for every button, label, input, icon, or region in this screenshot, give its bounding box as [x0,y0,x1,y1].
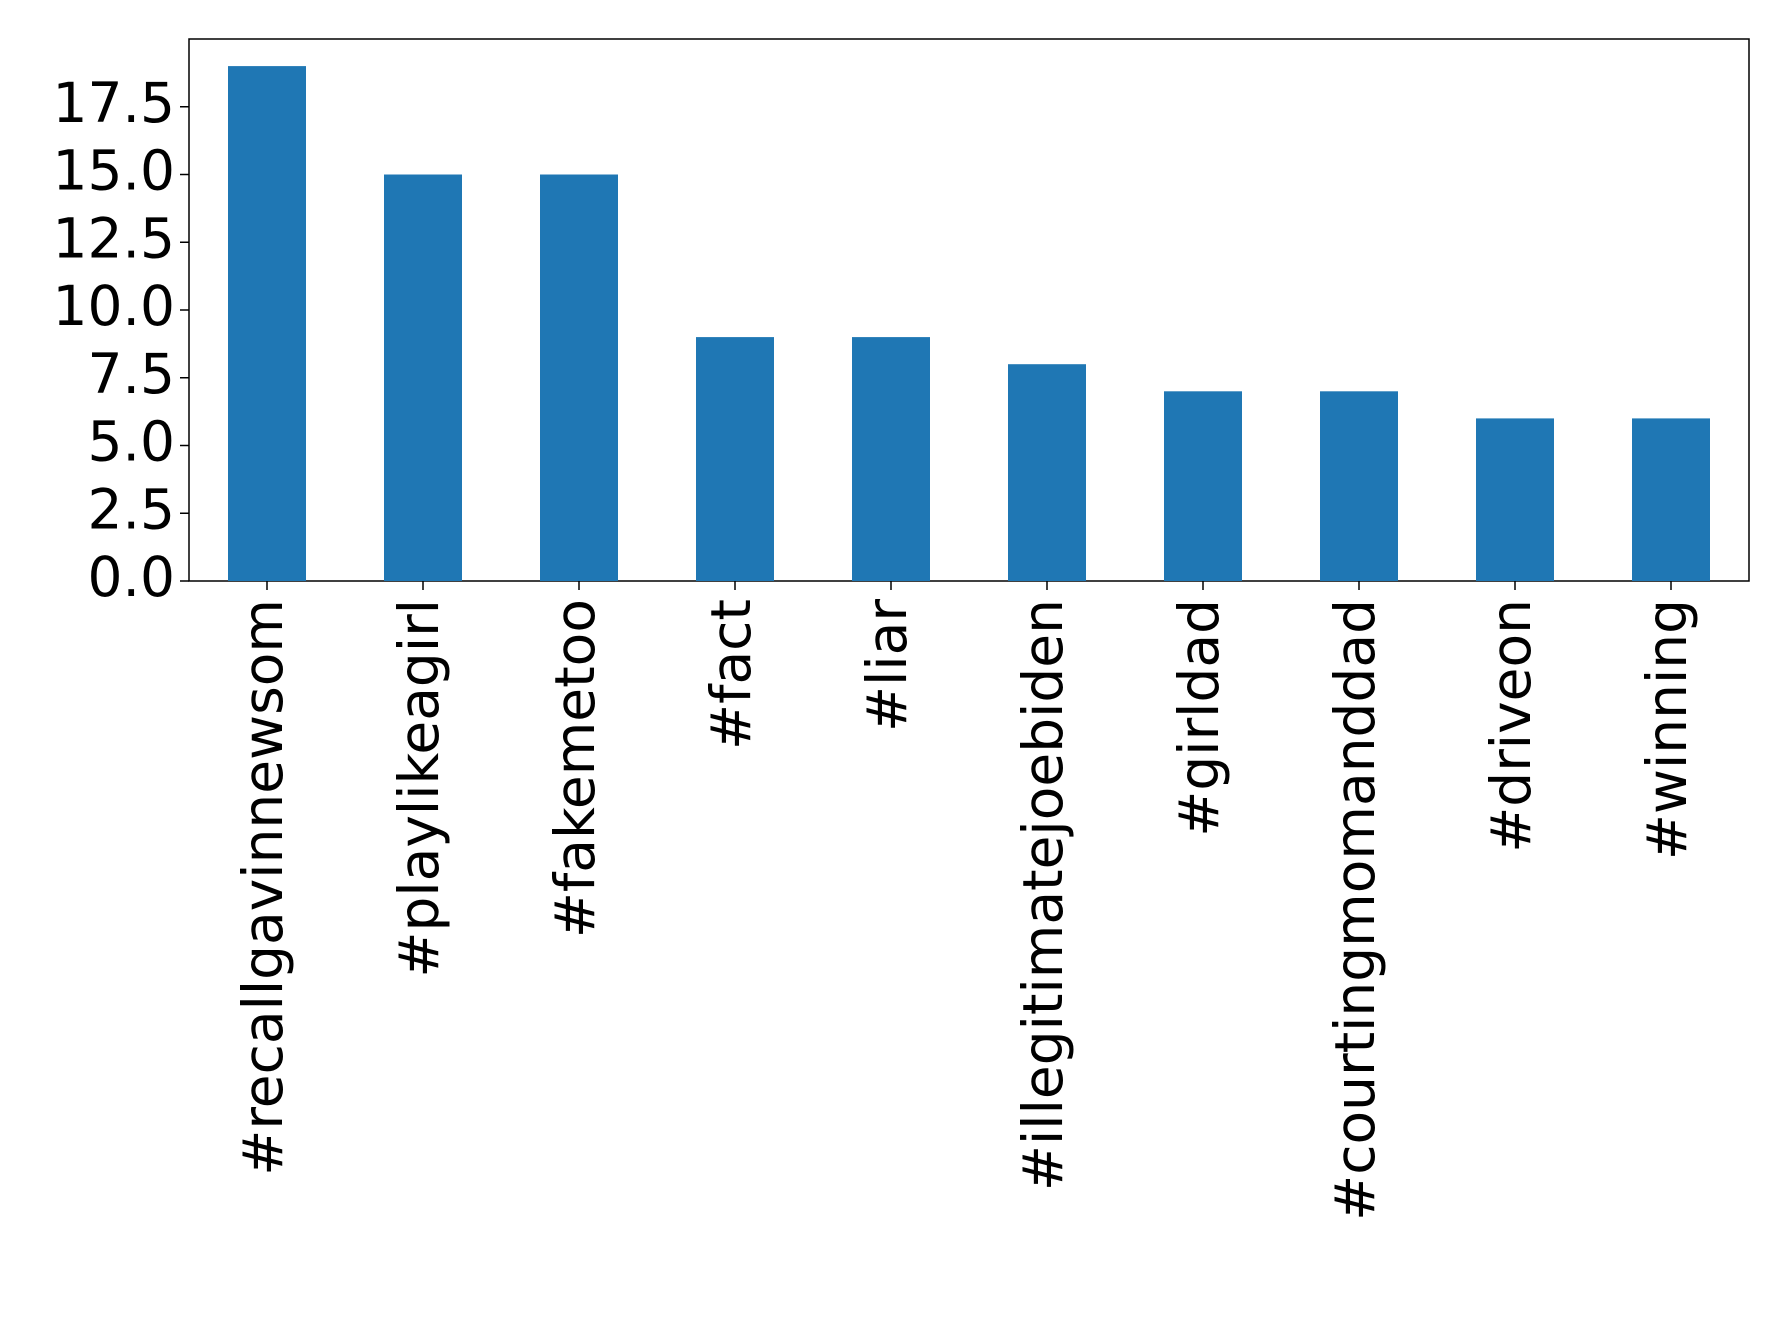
bar [384,174,462,581]
y-tick-label: 0.0 [88,545,175,609]
y-tick-label: 12.5 [53,206,175,270]
y-tick-label: 7.5 [88,342,175,406]
x-tick-label: #illegitimatejoebiden [1011,599,1075,1191]
bar [1164,391,1242,581]
y-tick-label: 17.5 [53,71,175,135]
x-tick-label: #recallgavinnewsom [231,599,295,1176]
x-tick-label: #courtingmomanddad [1323,599,1387,1221]
bar [1476,418,1554,581]
x-tick-label: #playlikeagirl [387,599,451,978]
x-tick-label: #winning [1635,599,1699,860]
bar [1320,391,1398,581]
x-tick-label: #liar [855,599,919,732]
bar [696,337,774,581]
y-tick-label: 15.0 [53,139,175,203]
x-tick-label: #fact [699,599,763,750]
bar [1008,364,1086,581]
bar [228,66,306,582]
bar [540,174,618,581]
y-tick-label: 10.0 [53,274,175,338]
bar [852,337,930,581]
bar [1632,418,1710,581]
x-tick-label: #driveon [1479,599,1543,853]
y-tick-label: 5.0 [88,410,175,474]
x-tick-label: #girldad [1167,599,1231,837]
y-tick-label: 2.5 [88,477,175,541]
x-tick-label: #fakemetoo [543,599,607,938]
